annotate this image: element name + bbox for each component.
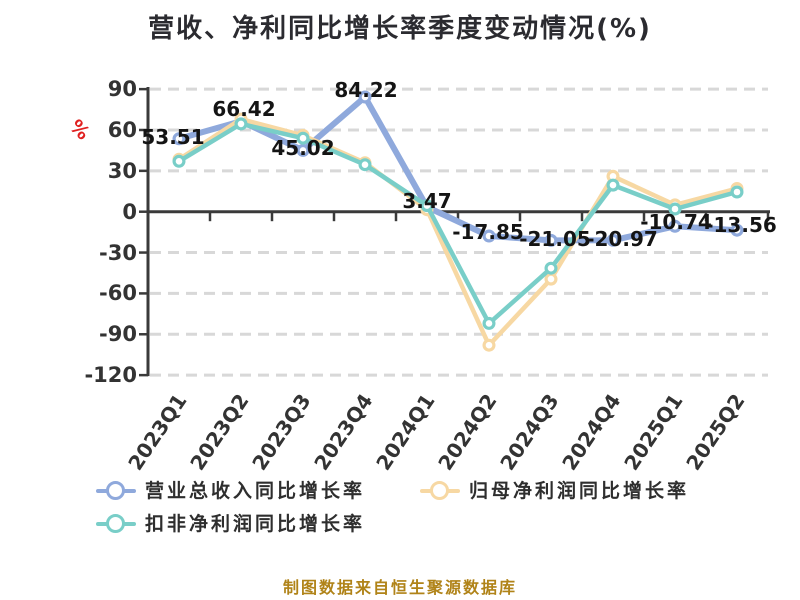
series-line-1 (176, 116, 740, 348)
data-label: -20.97 (586, 227, 658, 252)
legend-marker-blue (96, 478, 136, 504)
data-point[interactable] (606, 233, 620, 247)
data-point[interactable] (172, 154, 186, 168)
data-label: 66.42 (212, 97, 276, 122)
legend-item-deducted-net-profit-growth[interactable]: 扣非净利润同比增长率 (96, 511, 420, 537)
y-tick-label: -30 (99, 240, 137, 265)
data-point[interactable] (544, 233, 558, 247)
data-point[interactable] (358, 158, 372, 172)
y-tick-label: 30 (107, 158, 137, 183)
y-tick-label: -90 (99, 322, 137, 347)
series-line-0 (176, 94, 740, 244)
y-tick-label: 90 (107, 77, 137, 102)
data-point[interactable] (420, 199, 434, 213)
data-point[interactable] (358, 90, 372, 104)
legend-row-1: 营业总收入同比增长率 归母净利润同比增长率 (96, 478, 689, 504)
data-point[interactable] (482, 338, 496, 352)
y-tick-label: 60 (107, 117, 137, 142)
chart-title: 营收、净利同比增长率季度变动情况(%) (148, 14, 652, 44)
y-tick-label: -60 (99, 281, 137, 306)
data-point[interactable] (606, 178, 620, 192)
legend: 营业总收入同比增长率 归母净利润同比增长率 扣非净利润同比增长率 (96, 478, 689, 544)
legend-label: 扣非净利润同比增长率 (145, 513, 366, 535)
data-point[interactable] (296, 143, 310, 157)
data-label: -13.56 (705, 213, 777, 238)
data-point[interactable] (730, 185, 744, 199)
data-label: 84.22 (334, 78, 398, 102)
data-label: -10.74 (640, 210, 712, 235)
data-point[interactable] (482, 229, 496, 243)
data-label: 53.51 (141, 124, 205, 149)
data-point[interactable] (296, 131, 310, 145)
legend-marker-orange (420, 478, 460, 504)
y-tick-label: -120 (84, 363, 137, 388)
data-point[interactable] (544, 272, 558, 286)
series-line-2 (176, 121, 740, 326)
legend-item-total-revenue-growth[interactable]: 营业总收入同比增长率 (96, 478, 420, 504)
legend-marker-teal (96, 511, 136, 537)
data-point[interactable] (234, 117, 248, 131)
y-tick-label: 0 (122, 199, 137, 224)
data-label: -17.85 (452, 220, 524, 244)
data-label: -21.05 (519, 227, 591, 252)
data-point[interactable] (482, 316, 496, 330)
data-point[interactable] (730, 223, 744, 237)
footer-source-text: 制图数据来自恒生聚源数据库 (282, 578, 517, 597)
data-point[interactable] (172, 132, 186, 146)
data-label: 45.02 (271, 136, 335, 161)
legend-item-net-profit-growth[interactable]: 归母净利润同比增长率 (420, 478, 689, 504)
legend-label: 归母净利润同比增长率 (469, 480, 690, 502)
data-label: 3.47 (402, 188, 452, 213)
data-point[interactable] (668, 219, 682, 233)
legend-label: 营业总收入同比增长率 (145, 480, 366, 502)
legend-row-2: 扣非净利润同比增长率 (96, 511, 689, 537)
data-point[interactable] (544, 261, 558, 275)
data-point[interactable] (668, 202, 682, 216)
